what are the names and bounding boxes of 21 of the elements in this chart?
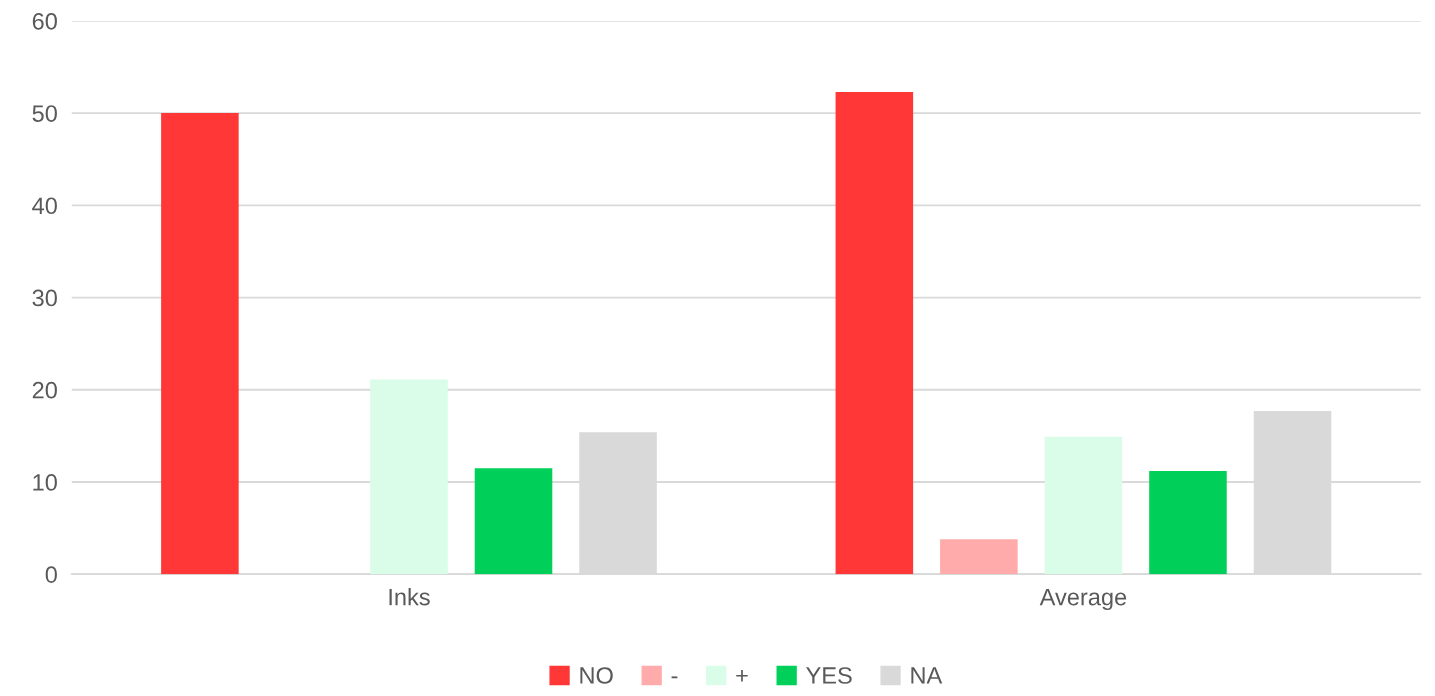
y-tick-label: 0 xyxy=(45,566,57,583)
y-tick-label: 60 xyxy=(32,12,57,30)
legend-label: NA xyxy=(911,667,943,684)
bar xyxy=(1149,470,1227,575)
x-tick-label: Average xyxy=(1039,588,1127,611)
legend-label: NO xyxy=(580,667,613,684)
legend-label: + xyxy=(736,669,748,682)
y-tick-label: 50 xyxy=(32,105,57,122)
bar xyxy=(940,539,1018,575)
y-tick-label: 40 xyxy=(32,197,57,215)
bar xyxy=(474,468,553,575)
bar xyxy=(370,379,448,575)
legend-label: YES xyxy=(806,667,852,684)
y-tick-label: 30 xyxy=(32,289,57,307)
bar xyxy=(835,91,914,575)
x-tick-label: Inks xyxy=(389,588,430,606)
y-tick-label: 20 xyxy=(32,381,57,399)
y-tick-label: 10 xyxy=(33,474,57,491)
legend-label: - xyxy=(671,676,678,679)
bar xyxy=(161,113,239,575)
bar xyxy=(1044,436,1123,575)
